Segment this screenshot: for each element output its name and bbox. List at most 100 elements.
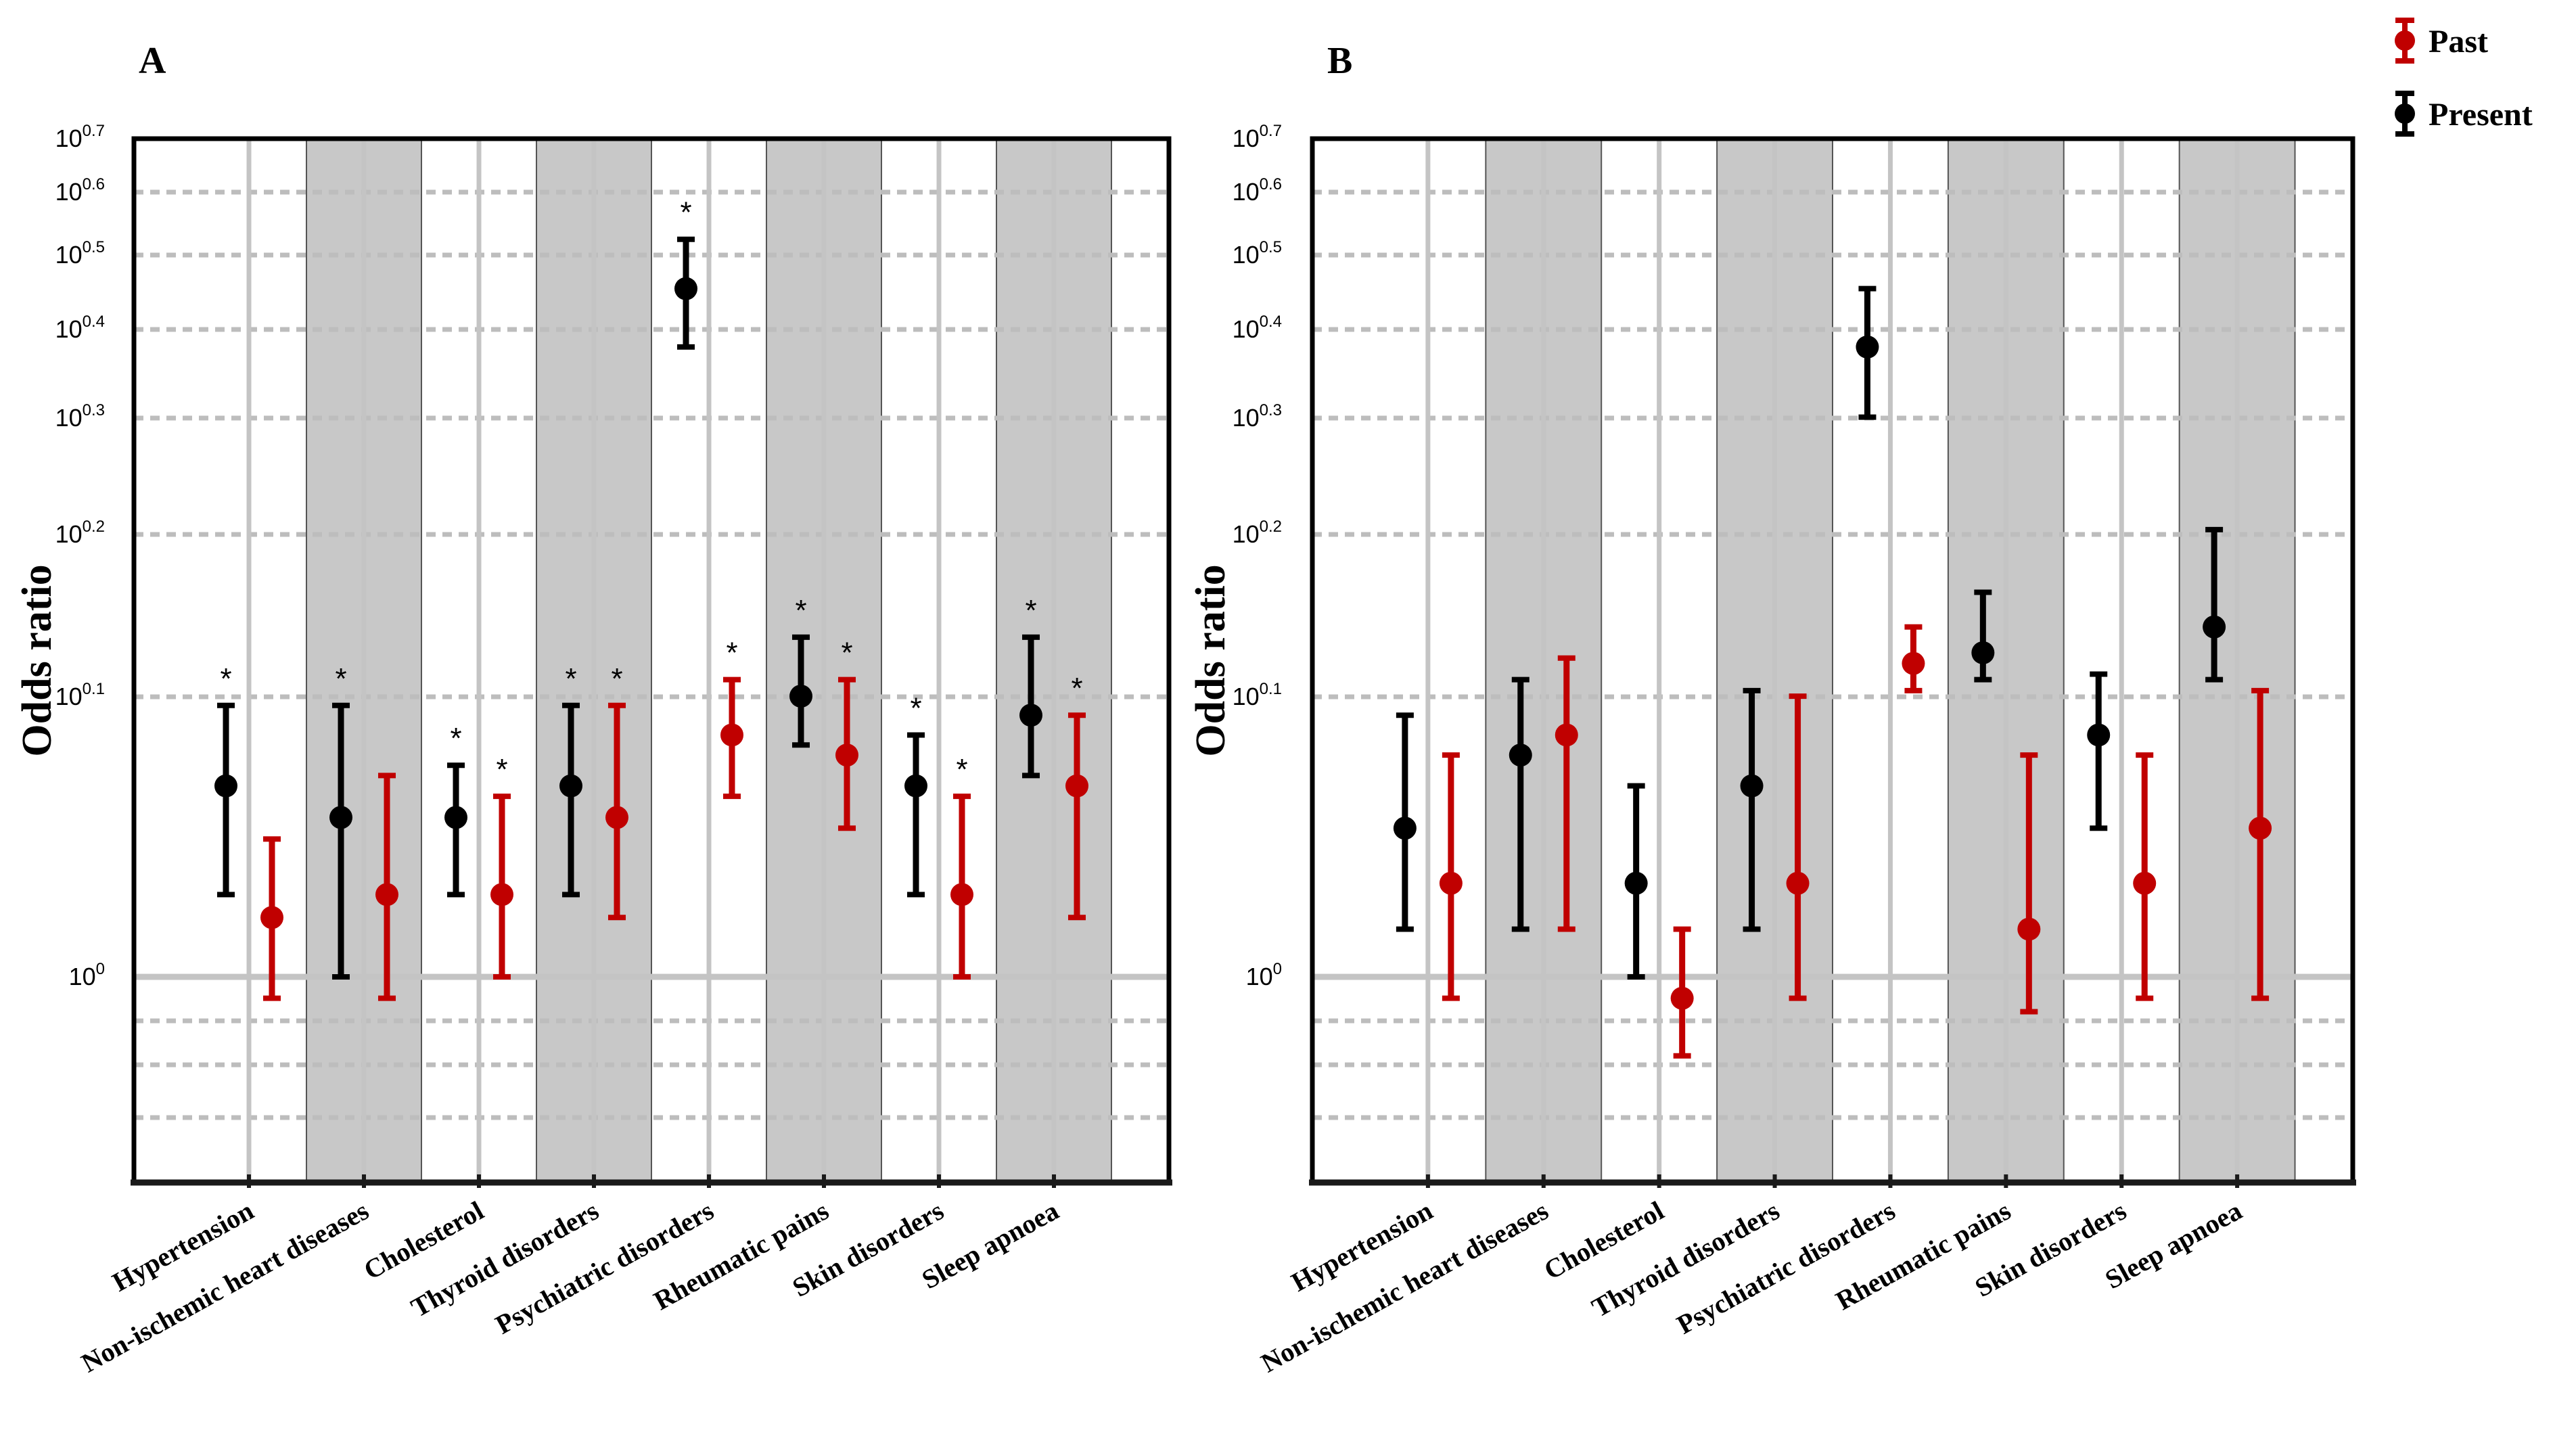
y-tick-label: 100.2: [1233, 518, 1282, 548]
present-point: [1740, 774, 1764, 798]
panel-a: 100 100.1 100.2 100.3 100.4 100.5 100.6 100.7 A O…: [14, 40, 1172, 1378]
present-errorbar: [1019, 634, 1042, 779]
present-errorbar: [2203, 526, 2226, 683]
legend-past-marker: [2395, 18, 2415, 64]
past-errorbar: [2017, 752, 2041, 1015]
past-point: [1065, 774, 1088, 798]
category-label: Psychiatric disorders: [490, 1195, 719, 1340]
past-point: [260, 906, 283, 930]
significance-star: *: [1025, 594, 1036, 627]
y-tick-label: 100.2: [55, 518, 105, 548]
present-point: [1019, 704, 1042, 727]
past-point: [1786, 871, 1810, 895]
past-errorbar: [605, 702, 628, 921]
present-point: [2203, 615, 2226, 639]
present-errorbar: [329, 702, 352, 980]
present-errorbar: [2087, 671, 2111, 831]
present-errorbar: [559, 702, 582, 898]
present-point: [1624, 871, 1648, 895]
significance-star: *: [335, 662, 346, 695]
plot-frame: [1310, 136, 2355, 1183]
y-axis-label: Odds ratio: [1188, 564, 1234, 756]
present-point: [904, 774, 927, 798]
past-point: [835, 743, 858, 767]
y-tick-label: 100: [1246, 960, 1282, 990]
present-errorbar: [904, 732, 927, 898]
y-tick-label: 100.1: [55, 680, 105, 710]
past-point: [2017, 917, 2041, 941]
past-point: [720, 723, 743, 747]
present-errorbar: [1509, 676, 1532, 932]
present-errorbar: [444, 762, 467, 898]
present-point: [214, 774, 237, 798]
significance-star: *: [910, 691, 921, 725]
panel-b: 100 100.1 100.2 100.3 100.4 100.5 100.6 100.7 B O…: [1188, 40, 2356, 1378]
significance-star: *: [680, 196, 691, 229]
significance-star: *: [795, 594, 806, 627]
y-tick-label: 100: [69, 960, 105, 990]
y-axis-label: Odds ratio: [14, 564, 60, 756]
present-errorbar: [674, 236, 697, 350]
y-tick-label: 100.7: [55, 122, 105, 152]
present-errorbar: [1393, 712, 1417, 932]
y-tick-label: 100.5: [55, 238, 105, 269]
significance-star: *: [450, 722, 461, 755]
past-errorbar: [1902, 624, 1925, 693]
significance-star: *: [611, 662, 622, 695]
y-tick-label: 100.6: [1233, 175, 1282, 206]
significance-star: *: [565, 662, 576, 695]
present-point: [1856, 335, 1879, 359]
significance-star: *: [726, 637, 737, 670]
past-point: [950, 883, 973, 907]
past-errorbar: [835, 676, 858, 831]
present-errorbar: [789, 634, 812, 748]
significance-star: *: [220, 662, 231, 695]
significance-star: *: [841, 637, 852, 670]
present-errorbar: [1856, 285, 1879, 420]
past-errorbar: [1786, 693, 1810, 1001]
category-label: Thyroid disorders: [406, 1195, 603, 1323]
past-errorbar: [2249, 687, 2272, 1001]
past-errorbar: [720, 676, 743, 800]
legend-present-label: Present: [2429, 97, 2533, 133]
present-errorbar: [1740, 687, 1764, 932]
y-tick-label: 100.6: [55, 175, 105, 206]
past-point: [605, 806, 628, 829]
present-point: [329, 806, 352, 829]
past-errorbar: [1670, 926, 1694, 1059]
past-errorbar: [2133, 752, 2157, 1001]
past-errorbar: [1065, 712, 1088, 921]
significance-star: *: [956, 753, 967, 786]
category-label: Psychiatric disorders: [1672, 1195, 1900, 1340]
present-errorbar: [214, 702, 237, 898]
past-point: [2133, 871, 2157, 895]
legend-past-label: Past: [2429, 24, 2488, 60]
past-point: [375, 883, 398, 907]
past-point: [2249, 817, 2272, 840]
present-point: [559, 774, 582, 798]
y-tick-label: 100.5: [1233, 238, 1282, 269]
present-point: [1393, 817, 1417, 840]
panel-letter: A: [139, 40, 166, 82]
present-errorbar: [1971, 589, 1995, 683]
present-point: [789, 685, 812, 708]
y-tick-label: 100.3: [1233, 401, 1282, 432]
past-errorbar: [1555, 655, 1578, 932]
present-point: [674, 277, 697, 300]
past-point: [1902, 651, 1925, 675]
significance-star: *: [1071, 672, 1082, 705]
y-tick-label: 100.3: [55, 401, 105, 432]
past-point: [1555, 723, 1578, 747]
present-point: [1509, 743, 1532, 767]
present-point: [2087, 723, 2111, 747]
past-point: [490, 883, 513, 907]
past-errorbar: [950, 794, 973, 980]
y-tick-label: 100.4: [55, 313, 105, 343]
y-tick-label: 100.7: [1233, 122, 1282, 152]
past-errorbar: [490, 794, 513, 980]
category-label: Thyroid disorders: [1587, 1195, 1785, 1323]
past-errorbar: [260, 836, 283, 1001]
past-errorbar: [1439, 752, 1463, 1001]
past-point: [1439, 871, 1463, 895]
